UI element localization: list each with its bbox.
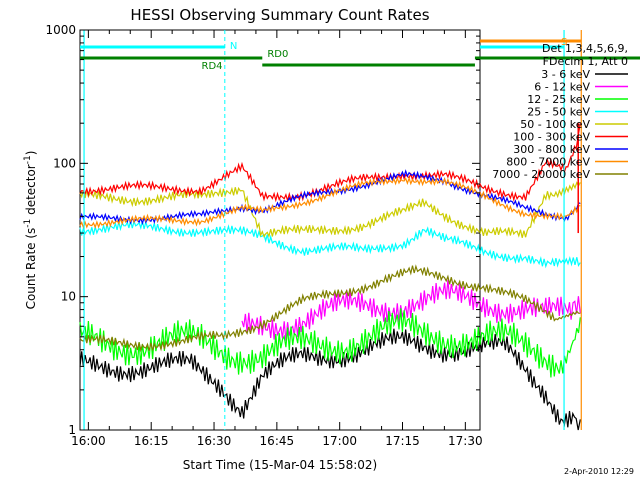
- x-axis-title: Start Time (15-Mar-04 15:58:02): [183, 458, 377, 472]
- legend-label-8: 7000 - 20000 keV: [492, 168, 590, 181]
- x-tick-label-5: 17:15: [385, 434, 420, 448]
- series-line-3-6-kev: [79, 328, 581, 431]
- x-tick-label-3: 16:45: [260, 434, 295, 448]
- flag-label-n: N: [230, 41, 237, 52]
- y-axis-title-end: ): [24, 151, 38, 156]
- y-tick-label-2: 100: [53, 156, 76, 170]
- legend-header-line-2: FDecim 1, Att 0: [543, 55, 628, 68]
- legend-label-4: 50 - 100 keV: [520, 118, 590, 131]
- legend-label-0: 3 - 6 keV: [541, 68, 590, 81]
- y-tick-label-3: 1000: [45, 23, 76, 37]
- legend-label-5: 100 - 300 keV: [513, 131, 590, 144]
- x-tick-label-6: 17:30: [448, 434, 483, 448]
- y-tick-label-0: 1: [68, 423, 76, 437]
- series-line-25-50-kev: [79, 219, 581, 269]
- flag-label-s: S: [561, 37, 567, 48]
- y-axis-title-sup2: -1: [23, 155, 33, 164]
- y-axis-title-main: Count Rate (s: [24, 228, 38, 310]
- series-line-100-300-kev: [79, 123, 581, 203]
- flag-label-rd4: RD4: [202, 61, 223, 72]
- legend-label-7: 800 - 7000 keV: [506, 156, 590, 169]
- x-tick-label-0: 16:00: [71, 434, 106, 448]
- legend-header-line-1: Det 1,3,4,5,6,9,: [542, 42, 628, 55]
- y-axis-title-sup1: -1: [23, 219, 33, 228]
- footer-date: 2-Apr-2010 12:29: [564, 467, 634, 476]
- flag-label-rd0: RD0: [267, 49, 288, 60]
- series-line-800-7000-kev: [79, 176, 581, 230]
- series-line-7000-20000-kev: [79, 264, 581, 353]
- series-line-6-12-kev: [241, 279, 581, 341]
- x-tick-label-1: 16:15: [134, 434, 169, 448]
- chart-title: HESSI Observing Summary Count Rates: [130, 6, 429, 24]
- x-tick-label-2: 16:30: [197, 434, 232, 448]
- legend-label-2: 12 - 25 keV: [527, 93, 590, 106]
- y-tick-label-1: 10: [61, 290, 76, 304]
- y-axis-title: Count Rate (s-1 detector-1): [23, 151, 38, 310]
- y-axis-title-mid: detector: [24, 164, 38, 219]
- legend-label-1: 6 - 12 keV: [534, 81, 590, 94]
- legend-label-6: 300 - 800 keV: [513, 143, 590, 156]
- series-line-12-25-kev: [79, 308, 581, 378]
- series-line-50-100-kev: [79, 181, 581, 238]
- plot-area: N RD0 RD4 S: [79, 30, 640, 431]
- legend-label-3: 25 - 50 keV: [527, 106, 590, 119]
- legend: Det 1,3,4,5,6,9, FDecim 1, Att 0 3 - 6 k…: [492, 42, 628, 181]
- x-tick-label-4: 17:00: [322, 434, 357, 448]
